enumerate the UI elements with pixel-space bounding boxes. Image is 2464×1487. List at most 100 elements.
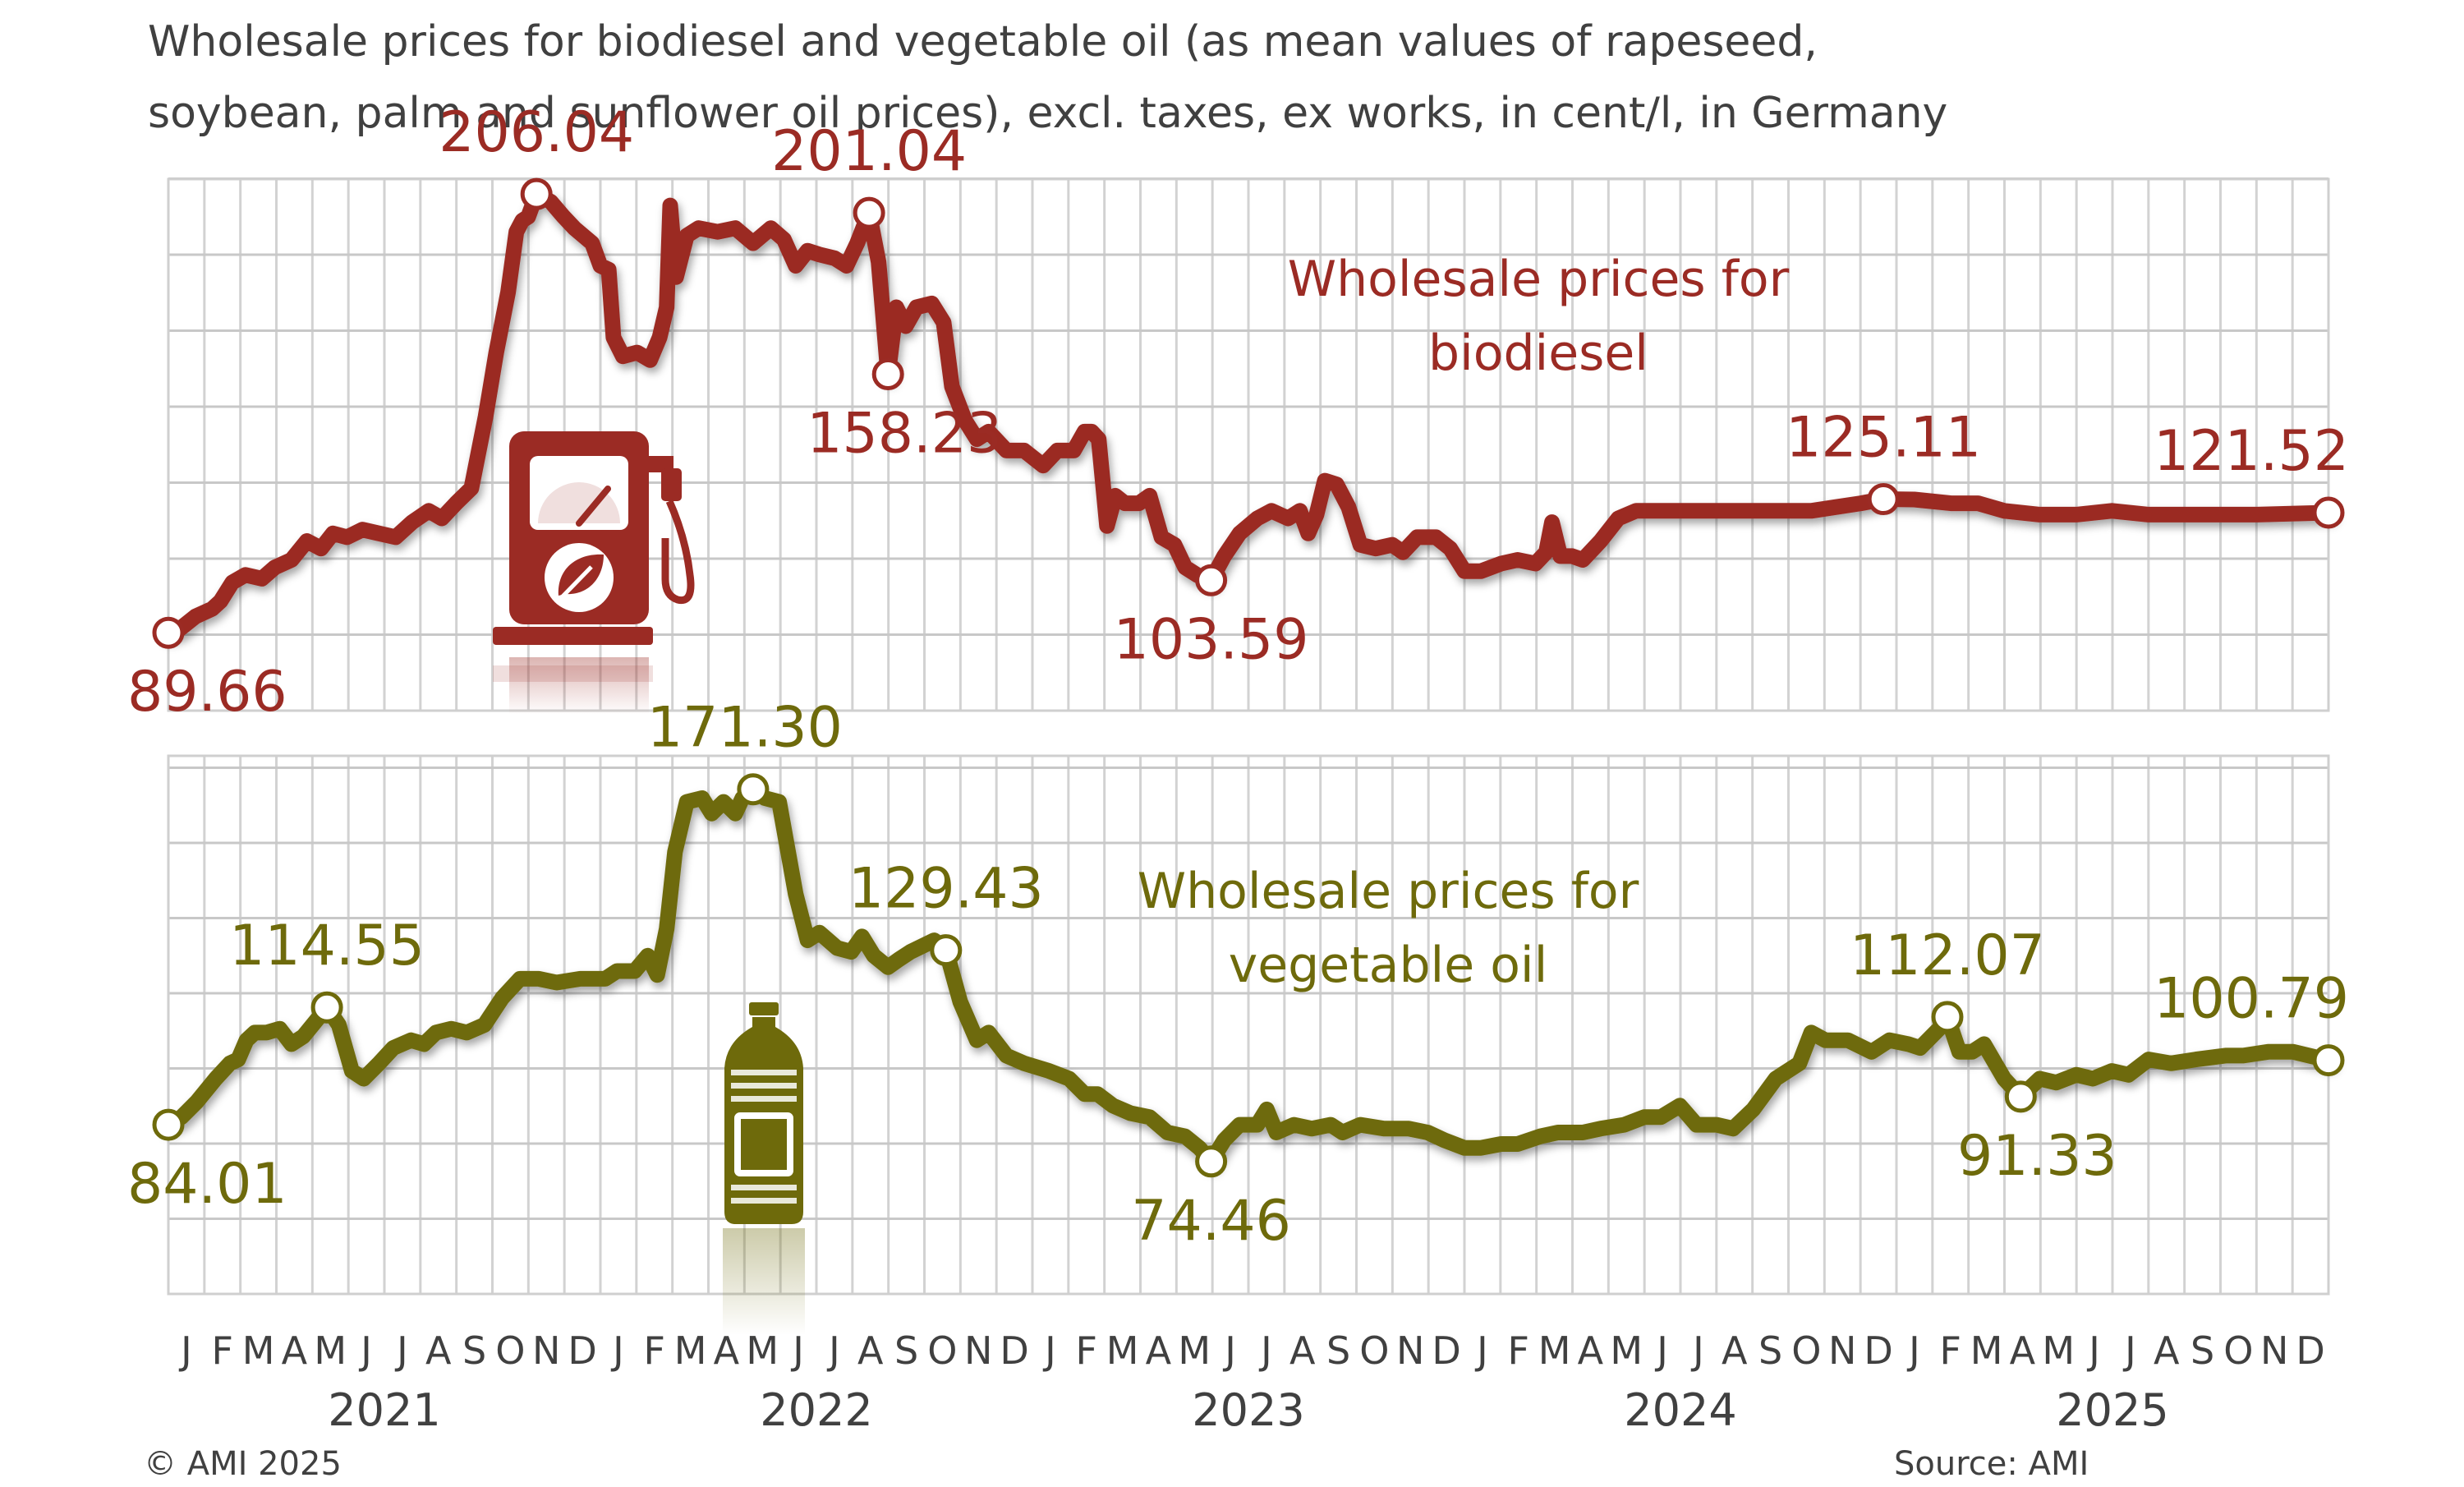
highlight-marker: [310, 991, 343, 1024]
year-tick-label: 2025: [2056, 1384, 2168, 1436]
data-label: 121.52: [2154, 419, 2349, 484]
panel-frame: [167, 177, 2330, 712]
data-label: 112.07: [1850, 923, 2045, 988]
highlight-marker: [2312, 496, 2345, 529]
highlight-marker: [152, 1108, 185, 1141]
data-label: 158.23: [807, 402, 1002, 467]
month-tick-label: J: [1654, 1328, 1668, 1373]
highlight-marker: [1931, 1001, 1964, 1034]
month-tick-label: M: [242, 1328, 275, 1373]
month-tick-label: J: [1474, 1328, 1488, 1373]
month-tick-label: M: [1538, 1328, 1571, 1373]
month-tick-label: D: [1000, 1328, 1028, 1373]
month-tick-label: M: [314, 1328, 347, 1373]
highlight-marker: [520, 177, 553, 210]
highlight-marker: [737, 773, 770, 806]
month-tick-label: F: [1940, 1328, 1961, 1373]
month-tick-label: J: [826, 1328, 840, 1373]
month-tick-label: M: [1970, 1328, 2003, 1373]
vegetable-oil-series: 84.01 114.55 171.30 129.43 74.46 112.07 91.33 1…: [127, 696, 2349, 1254]
highlight-marker: [871, 358, 904, 391]
highlight-marker: [2312, 1044, 2345, 1077]
highlight-marker: [1195, 564, 1228, 596]
year-tick-label: 2024: [1624, 1384, 1736, 1436]
copyright-text: © AMI 2025: [144, 1445, 342, 1483]
month-tick-label: J: [610, 1328, 624, 1373]
vegetable-oil-series-name: Wholesale prices for vegetable oil: [1138, 863, 1639, 994]
month-tick-label: J: [1258, 1328, 1272, 1373]
month-tick-label: N: [532, 1328, 560, 1373]
series-name-line: Wholesale prices for: [1288, 251, 1790, 308]
month-tick-label: D: [2296, 1328, 2324, 1373]
month-tick-label: D: [1432, 1328, 1460, 1373]
month-tick-label: A: [1578, 1328, 1604, 1373]
month-tick-label: F: [212, 1328, 233, 1373]
source-text: Source: AMI: [1894, 1445, 2089, 1483]
month-tick-label: A: [2154, 1328, 2180, 1373]
month-tick-label: A: [2010, 1328, 2036, 1373]
data-label: 103.59: [1114, 607, 1309, 672]
oil-bottle-icon: [723, 1002, 805, 1335]
highlight-marker: [853, 196, 885, 229]
month-tick-label: S: [462, 1328, 486, 1373]
data-label: 89.66: [127, 660, 287, 725]
month-tick-label: S: [894, 1328, 918, 1373]
highlight-marker: [2004, 1080, 2037, 1113]
biodiesel-series: 89.66 206.04 201.04 158.23 103.59 125.11 121.5…: [127, 100, 2349, 725]
data-label: 125.11: [1786, 406, 1981, 471]
month-tick-label: M: [674, 1328, 707, 1373]
month-tick-label: N: [964, 1328, 992, 1373]
month-tick-label: O: [1791, 1328, 1821, 1373]
highlight-marker: [1195, 1145, 1228, 1178]
year-tick-label: 2022: [760, 1384, 872, 1436]
month-tick-label: F: [644, 1328, 665, 1373]
month-tick-label: F: [1508, 1328, 1529, 1373]
month-tick-label: J: [1906, 1328, 1920, 1373]
month-tick-label: F: [1076, 1328, 1097, 1373]
data-label: 84.01: [127, 1152, 287, 1217]
month-tick-label: J: [1042, 1328, 1056, 1373]
chart-title-line-2: soybean, palm and sunflower oil prices),…: [148, 89, 1947, 138]
data-label: 206.04: [439, 100, 634, 165]
highlight-marker: [1867, 483, 1900, 516]
month-tick-label: O: [2223, 1328, 2253, 1373]
month-tick-label: M: [1106, 1328, 1139, 1373]
series-name-line: Wholesale prices for: [1138, 863, 1639, 920]
month-tick-label: S: [2190, 1328, 2214, 1373]
vegetable-oil-panel-grid: [167, 754, 2330, 1296]
data-label: 129.43: [848, 857, 1044, 922]
month-tick-label: O: [1359, 1328, 1389, 1373]
highlight-marker: [152, 616, 185, 649]
month-tick-label: J: [1690, 1328, 1704, 1373]
year-tick-label: 2023: [1192, 1384, 1304, 1436]
month-tick-label: N: [1396, 1328, 1424, 1373]
data-label: 91.33: [1957, 1124, 2117, 1189]
month-tick-label: M: [746, 1328, 779, 1373]
data-label: 114.55: [229, 914, 425, 978]
highlight-marker: [930, 934, 963, 967]
month-tick-label: J: [790, 1328, 804, 1373]
biodiesel-price-line: [160, 186, 2337, 641]
month-tick-label: N: [2260, 1328, 2288, 1373]
panel-frame: [167, 754, 2330, 1296]
month-tick-label: J: [2086, 1328, 2100, 1373]
month-tick-label: S: [1758, 1328, 1782, 1373]
year-tick-label: 2021: [328, 1384, 440, 1436]
chart-title-line-1: Wholesale prices for biodiesel and veget…: [148, 17, 1818, 67]
month-tick-label: A: [1722, 1328, 1748, 1373]
month-tick-label: M: [2042, 1328, 2075, 1373]
data-label: 171.30: [647, 696, 843, 761]
month-tick-label: M: [1610, 1328, 1643, 1373]
month-tick-label: M: [1178, 1328, 1211, 1373]
fuel-pump-leaf-icon: [493, 431, 695, 715]
month-tick-label: A: [282, 1328, 308, 1373]
data-label: 74.46: [1131, 1189, 1291, 1254]
month-tick-label: N: [1828, 1328, 1856, 1373]
month-tick-label: D: [1864, 1328, 1892, 1373]
month-tick-label: A: [714, 1328, 740, 1373]
series-name-line: biodiesel: [1428, 325, 1648, 382]
series-name-line: vegetable oil: [1229, 937, 1548, 994]
month-tick-label: D: [568, 1328, 596, 1373]
